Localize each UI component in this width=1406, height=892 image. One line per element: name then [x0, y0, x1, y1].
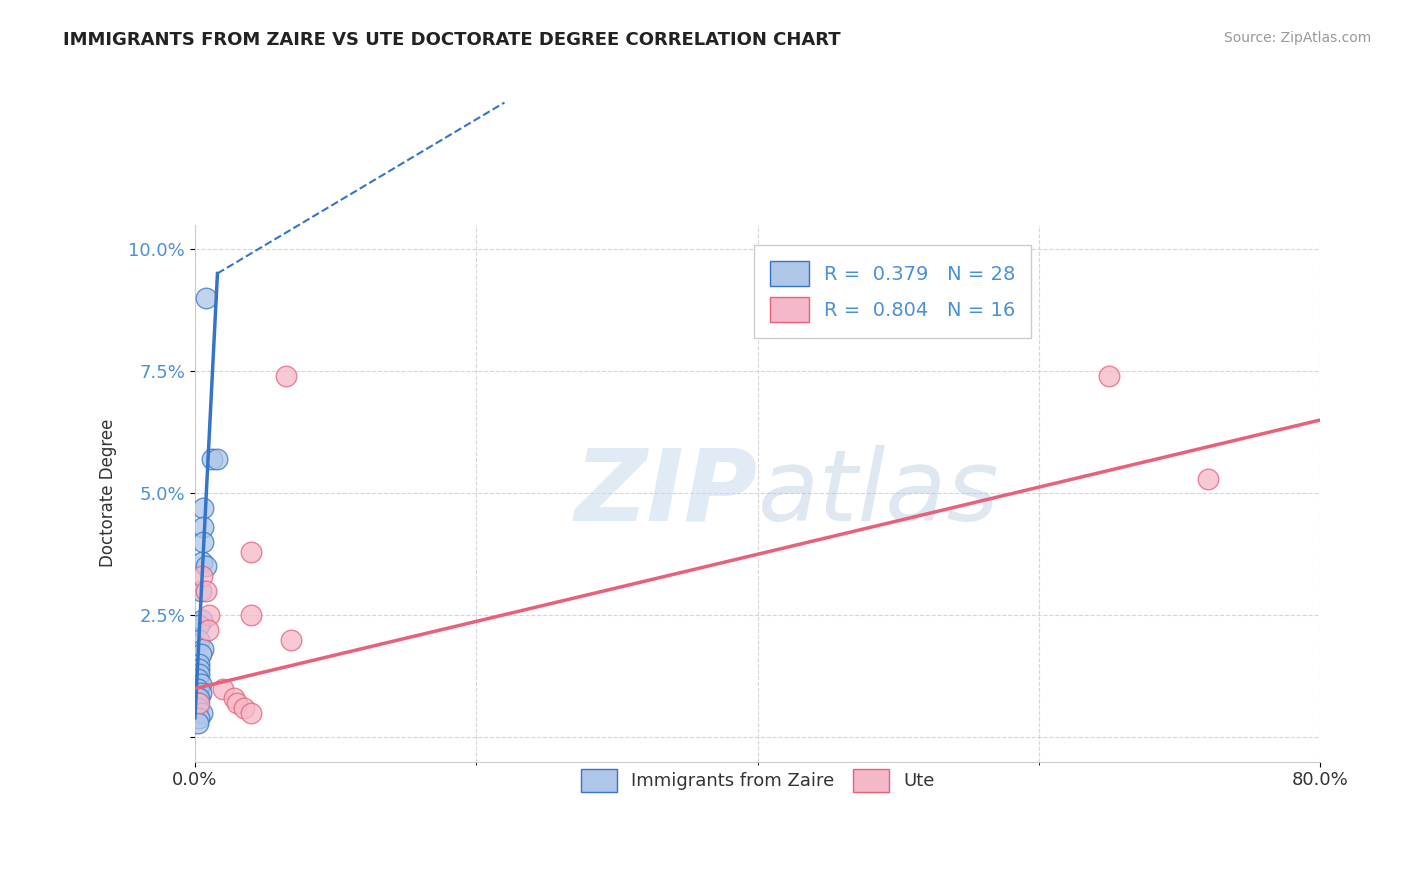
Point: [191, 706, 214, 720]
Y-axis label: Doctorate Degree: Doctorate Degree: [100, 419, 117, 567]
Point: [193, 642, 215, 657]
Point: [188, 711, 211, 725]
Point: [190, 648, 212, 662]
Point: [195, 583, 218, 598]
Point: [1098, 369, 1121, 384]
Point: [188, 696, 211, 710]
Point: [280, 632, 302, 647]
Point: [188, 632, 211, 647]
Point: [226, 696, 249, 710]
Point: [187, 672, 209, 686]
Point: [240, 706, 263, 720]
Point: [188, 666, 211, 681]
Point: [187, 681, 209, 696]
Text: Source: ZipAtlas.com: Source: ZipAtlas.com: [1223, 31, 1371, 45]
Point: [193, 500, 215, 515]
Text: atlas: atlas: [758, 445, 1000, 541]
Point: [224, 691, 246, 706]
Point: [197, 623, 219, 637]
Point: [188, 618, 211, 632]
Point: [1197, 471, 1219, 485]
Point: [190, 676, 212, 690]
Point: [195, 559, 218, 574]
Point: [193, 535, 215, 549]
Point: [188, 662, 211, 676]
Legend: Immigrants from Zaire, Ute: Immigrants from Zaire, Ute: [572, 760, 943, 801]
Point: [190, 686, 212, 700]
Point: [188, 657, 211, 672]
Point: [240, 608, 263, 623]
Point: [207, 452, 229, 467]
Point: [240, 545, 263, 559]
Point: [191, 569, 214, 583]
Text: ZIP: ZIP: [575, 445, 758, 541]
Point: [195, 291, 218, 305]
Point: [198, 608, 221, 623]
Point: [188, 691, 211, 706]
Point: [233, 701, 256, 715]
Point: [193, 520, 215, 534]
Point: [191, 613, 214, 627]
Point: [201, 452, 224, 467]
Text: IMMIGRANTS FROM ZAIRE VS UTE DOCTORATE DEGREE CORRELATION CHART: IMMIGRANTS FROM ZAIRE VS UTE DOCTORATE D…: [63, 31, 841, 49]
Point: [190, 583, 212, 598]
Point: [187, 696, 209, 710]
Point: [187, 715, 209, 730]
Point: [187, 691, 209, 706]
Point: [276, 369, 298, 384]
Point: [212, 681, 235, 696]
Point: [187, 701, 209, 715]
Point: [191, 555, 214, 569]
